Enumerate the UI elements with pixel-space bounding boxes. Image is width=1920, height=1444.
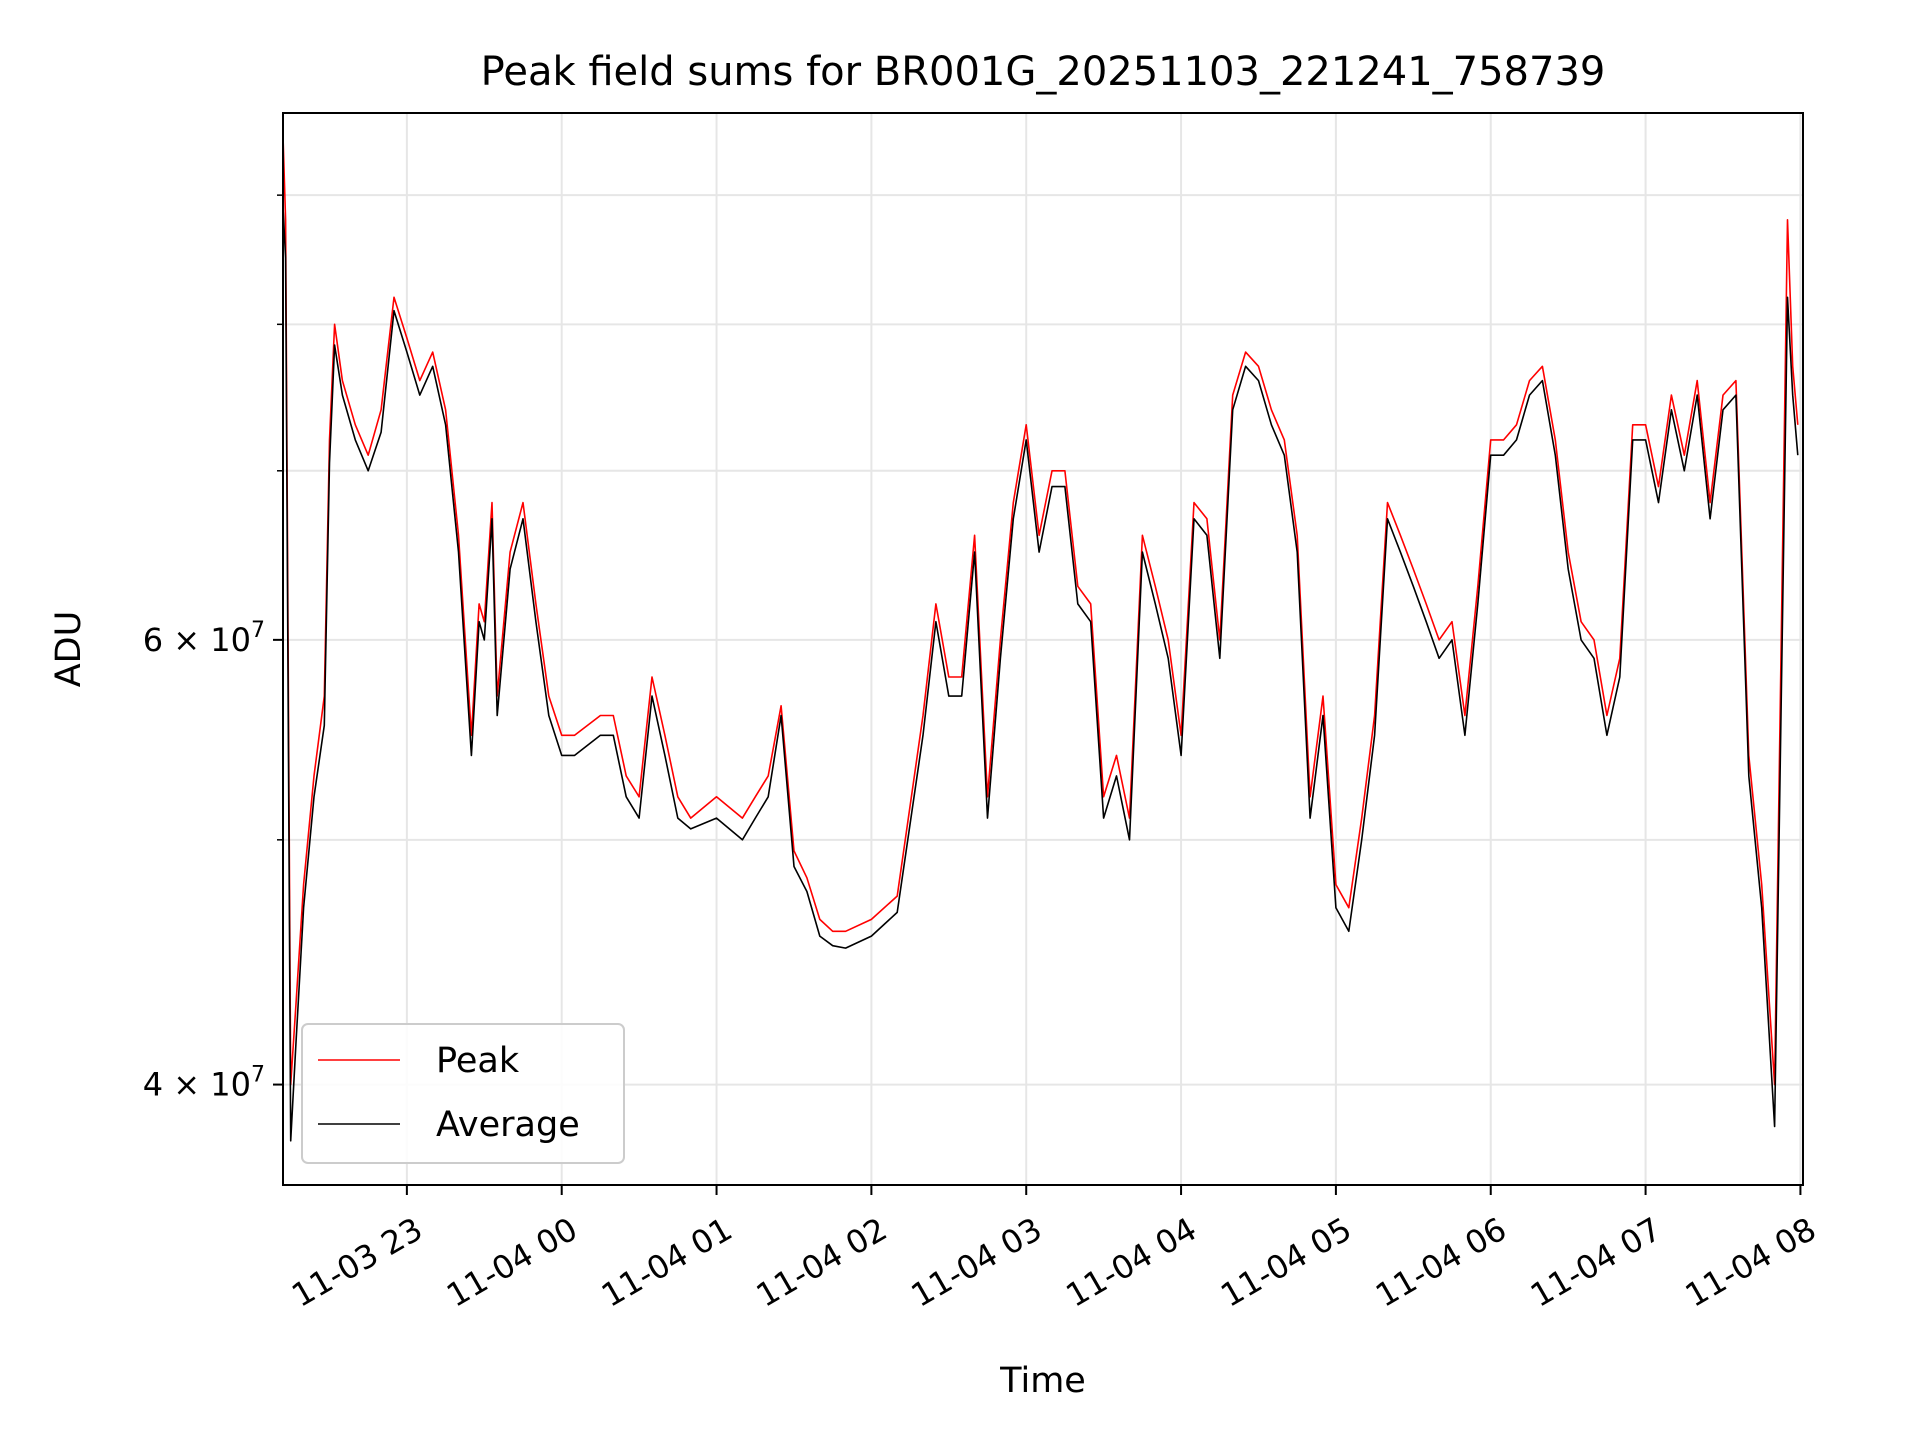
legend-box [301, 1023, 625, 1164]
legend-label-average: Average [436, 1105, 580, 1145]
series-line-peak [282, 135, 1799, 1086]
x-axis-label: Time [999, 1361, 1086, 1401]
chart-title: Peak field sums for BR001G_20251103_2212… [481, 49, 1606, 95]
series-layer [282, 135, 1799, 1142]
plot-frame [282, 112, 1804, 1186]
y-tick-label: 6 × 107 [143, 618, 265, 659]
legend-label-peak: Peak [436, 1041, 520, 1081]
legend: Peak Average [301, 1023, 625, 1164]
grid-layer [283, 113, 1803, 1185]
series-line-average [282, 207, 1799, 1142]
y-tick-label: 4 × 107 [143, 1063, 265, 1104]
y-axis-label: ADU [49, 611, 89, 688]
